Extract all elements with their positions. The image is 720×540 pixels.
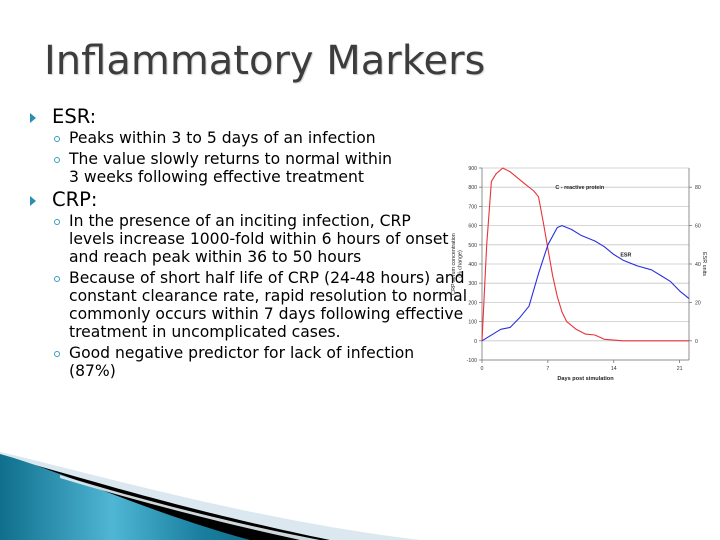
sub-bullet: Good negative predictor for lack of infe… — [30, 344, 439, 380]
circle-bullet-icon — [54, 276, 60, 282]
x-tick-label: 14 — [611, 366, 617, 372]
x-axis-label: Days post simulation — [557, 376, 614, 382]
y2-axis-label: ESR units — [701, 252, 707, 276]
sub-bullet: Because of short half life of CRP (24-48… — [30, 269, 481, 341]
x-tick-label: 7 — [546, 366, 549, 372]
sub-bullet: In the presence of an inciting infection… — [30, 212, 450, 266]
y2-tick-label: 20 — [695, 300, 701, 306]
y-tick-label: 200 — [468, 300, 477, 306]
sub-bullet: Peaks within 3 to 5 days of an infection — [30, 129, 450, 147]
y-tick-label: 800 — [468, 185, 477, 191]
circle-bullet-icon — [54, 219, 60, 225]
circle-bullet-icon — [54, 136, 60, 142]
series-annotation: ESR — [620, 252, 631, 258]
y-tick-label: 0 — [474, 339, 477, 345]
series-annotation: C - reactive protein — [555, 185, 604, 191]
y-tick-label: 500 — [468, 243, 477, 249]
chart-series — [481, 167, 690, 342]
chart-grid — [482, 167, 689, 361]
y2-tick-label: 40 — [695, 262, 701, 268]
y-tick-label: 600 — [468, 224, 477, 230]
x-tick-label: 21 — [677, 366, 683, 372]
x-tick-label: 0 — [481, 366, 484, 372]
sub-bullet: The value slowly returns to normal withi… — [30, 150, 399, 186]
y2-tick-label: 80 — [695, 185, 701, 191]
bullet-crp: CRP: — [30, 189, 450, 211]
series-line — [481, 167, 689, 342]
slide-title: Inflammatory Markers — [44, 38, 486, 84]
circle-bullet-icon — [54, 157, 60, 163]
sub-bullet-text: Peaks within 3 to 5 days of an infection — [69, 129, 376, 147]
sub-bullet-text: The value slowly returns to normal withi… — [69, 150, 393, 186]
y-tick-label: 400 — [468, 262, 477, 268]
triangle-bullet-icon — [30, 113, 36, 123]
series-line — [481, 225, 690, 342]
bullet-label: CRP: — [52, 188, 98, 211]
bullet-label: ESR: — [52, 105, 97, 128]
y-tick-label: 100 — [468, 320, 477, 326]
y2-tick-label: 60 — [695, 224, 701, 230]
bullet-esr: ESR: — [30, 106, 450, 128]
bullet-list: ESR: Peaks within 3 to 5 days of an infe… — [30, 106, 467, 383]
decorative-swoosh — [0, 452, 420, 540]
y-tick-label: 700 — [468, 204, 477, 210]
sub-bullet-text: In the presence of an inciting infection… — [69, 212, 449, 266]
y-axis-label: CRP serum concentration(% change) — [451, 233, 464, 295]
y2-tick-label: 0 — [695, 339, 698, 345]
y-tick-label: 300 — [468, 281, 477, 287]
chart-labels: -100010020030040050060070080090002040608… — [451, 166, 707, 382]
sub-bullet-text: Good negative predictor for lack of infe… — [69, 344, 415, 380]
crp-esr-line-chart: -100 0 100 200 300 400 500 600 700 800 900 0 20 40 60 8… — [445, 155, 707, 395]
sub-bullet-text: Because of short half life of CRP (24-48… — [69, 269, 468, 341]
triangle-bullet-icon — [30, 196, 36, 206]
circle-bullet-icon — [54, 351, 60, 357]
y-tick-label: 900 — [468, 166, 477, 172]
y-tick-label: -100 — [467, 358, 477, 364]
chart-axes — [479, 167, 692, 363]
